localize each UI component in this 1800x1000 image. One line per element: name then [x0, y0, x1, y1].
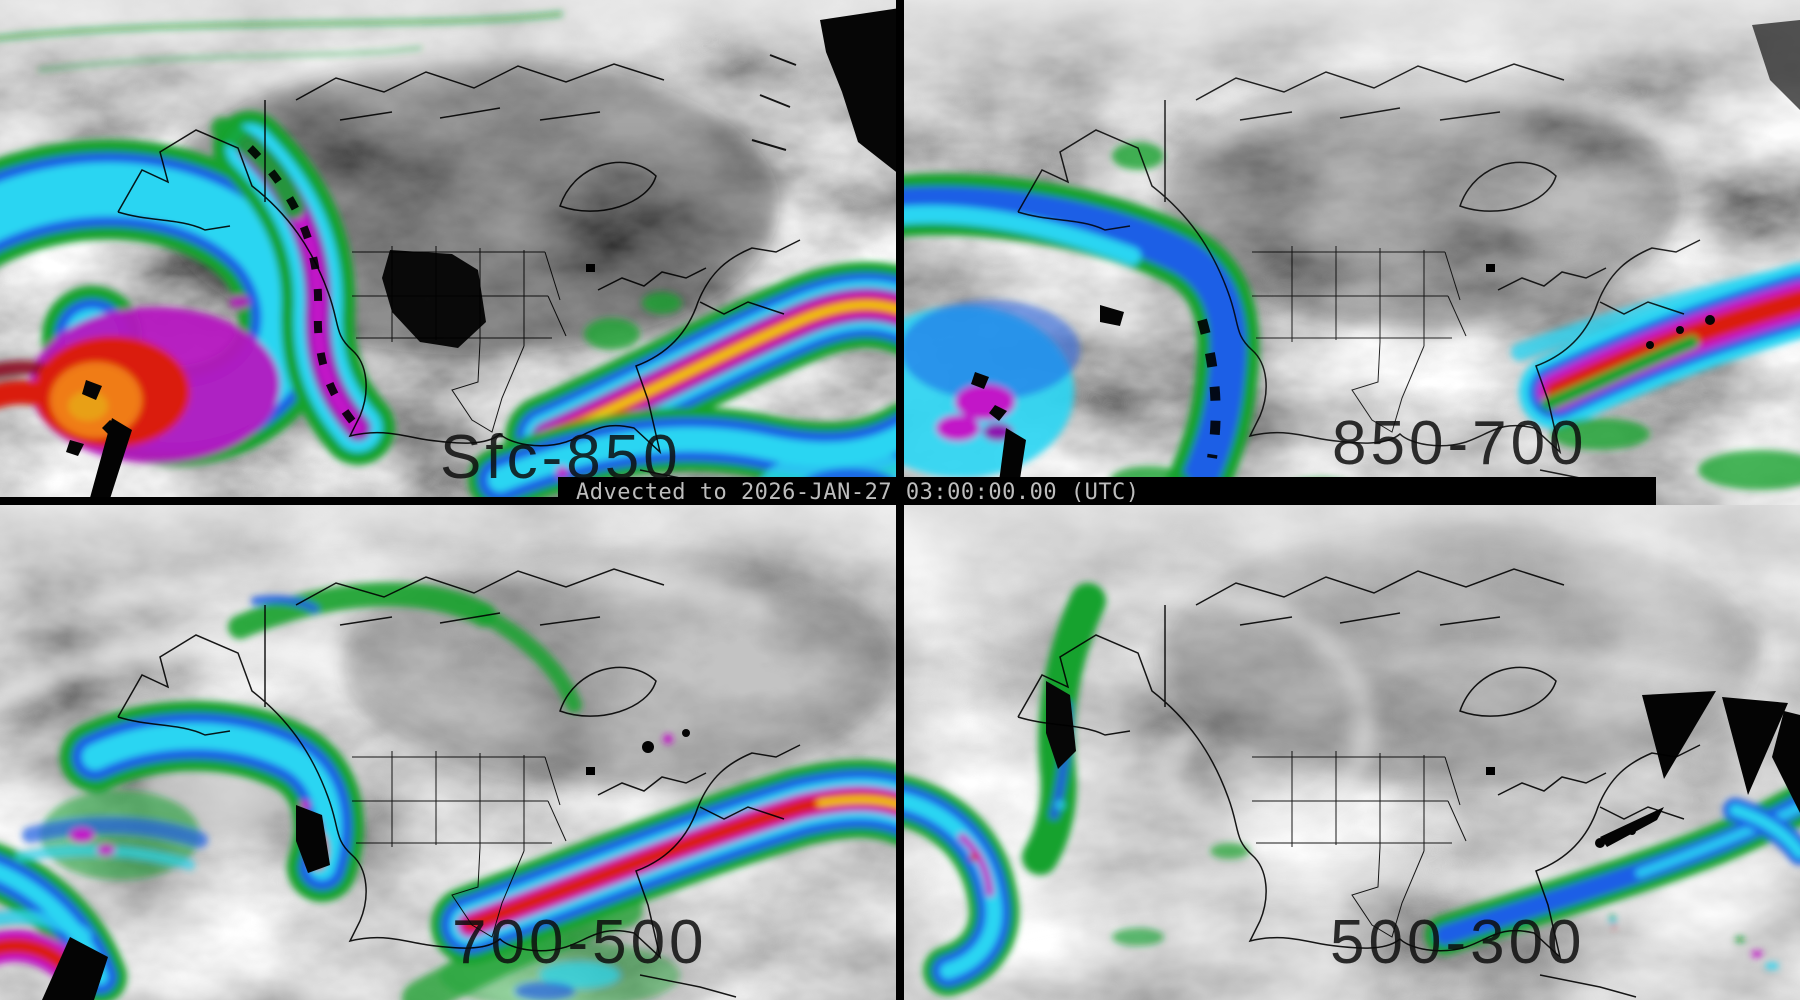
timestamp-text: Advected to 2026-JAN-27 03:00:00.00 (UTC…	[576, 480, 1140, 505]
missing-data-wedges	[1046, 681, 1800, 848]
panel-700-500	[0, 505, 900, 1000]
location-marker	[1486, 767, 1495, 775]
moisture-plumes	[885, 601, 1800, 971]
dry-black-patches	[66, 8, 900, 505]
moisture-plumes	[900, 142, 1800, 502]
pacific-moisture-hook	[900, 205, 1228, 488]
panel-850-700	[900, 0, 1800, 505]
panel-label-850-700: 850-700	[1332, 409, 1588, 478]
location-marker	[1486, 264, 1495, 272]
southwest-moisture	[0, 790, 208, 977]
coastline-overlay	[117, 54, 801, 493]
panel-500-300	[885, 505, 1800, 1000]
panel-sfc-850	[0, 0, 900, 505]
panel-label-sfc-850: Sfc-850	[440, 423, 682, 492]
greenland-landmass	[1752, 20, 1800, 110]
location-marker	[586, 264, 595, 272]
coastal-moisture-band	[211, 128, 358, 428]
baja-moisture-band	[885, 797, 994, 971]
coastal-green-arc	[1040, 601, 1088, 857]
alaska-green-arc	[240, 594, 574, 705]
moisture-plumes	[0, 594, 900, 1000]
small-moisture-specks	[1610, 915, 1778, 969]
greenland-landmass	[820, 8, 900, 175]
location-marker	[586, 767, 595, 775]
dry-black-patches	[42, 729, 690, 1000]
panel-label-700-500: 700-500	[452, 908, 708, 977]
timestamp-bar	[558, 477, 1656, 505]
panel-label-500-300: 500-300	[1330, 908, 1586, 977]
pacific-storm-swirl	[0, 190, 288, 463]
